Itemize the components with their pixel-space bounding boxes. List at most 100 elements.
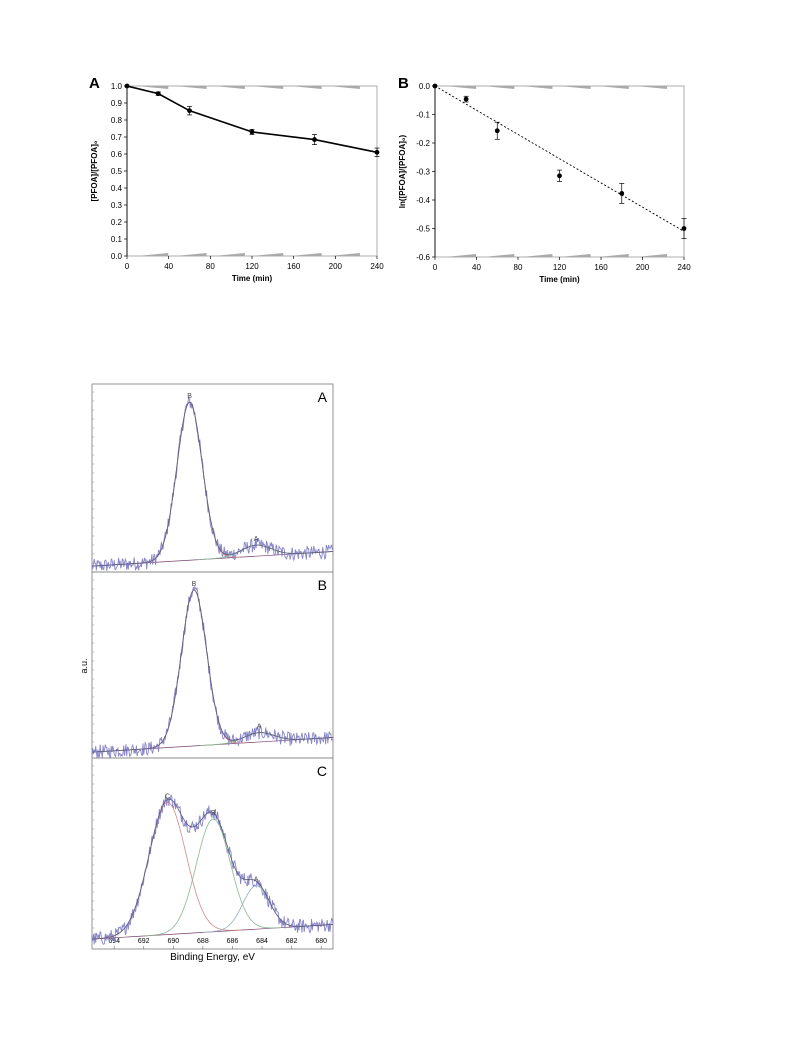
x-axis-label: Binding Energy, eV (170, 952, 255, 963)
panel-label-b: B (398, 75, 409, 92)
data-point (494, 128, 500, 134)
x-tick-label: 682 (286, 938, 298, 945)
x-tick-label: 240 (370, 262, 384, 271)
y-tick-label: 0.0 (111, 252, 123, 261)
data-point (463, 96, 469, 102)
x-axis-label: Time (min) (232, 274, 273, 283)
x-tick-label: 120 (245, 262, 259, 271)
peak-label: A (257, 724, 262, 731)
y-axis-label: ln([PFOA]/[PFOA]₀) (398, 134, 407, 208)
x-tick-label: 0 (433, 263, 438, 272)
peak-label: B (187, 393, 192, 400)
raw-spectrum-line (91, 585, 334, 759)
data-point (124, 83, 130, 89)
x-tick-label: 40 (472, 263, 481, 272)
top-border-wedge (635, 86, 667, 89)
top-border-wedge (290, 86, 322, 89)
data-point (187, 108, 192, 114)
kinetic-chart-b: 0 40 80 120 160 200 240 0.0 -0.1 -0.2 -0.3 -0.4 -0.5… (398, 82, 691, 284)
y-tick-label: -0.1 (416, 111, 430, 120)
top-border-wedge (175, 86, 207, 89)
component-peak-curve (139, 401, 240, 564)
data-point (619, 191, 625, 196)
x-axis-label: Time (min) (539, 275, 580, 284)
y-tick-label: 0.3 (111, 201, 123, 210)
xps-subpanel-a: A B A (91, 389, 334, 571)
y-tick-label: 0.5 (111, 167, 123, 176)
x-tick-label: 688 (197, 938, 209, 945)
bottom-border-wedge (445, 254, 477, 257)
top-border-wedge (483, 86, 515, 89)
top-border-wedge (137, 86, 169, 89)
component-peak-curve (202, 885, 310, 933)
bottom-border-wedge (521, 254, 553, 257)
data-point (557, 173, 562, 179)
bottom-border-wedge (483, 254, 515, 257)
linear-fit-line (434, 85, 685, 232)
envelope-fit-line (92, 798, 333, 940)
data-point (432, 83, 438, 89)
data-point (155, 91, 161, 97)
top-border-wedge (597, 86, 629, 89)
y-axis-label: a.u. (79, 658, 89, 673)
x-tick-label: 240 (677, 263, 691, 272)
bottom-border-wedge (328, 253, 360, 256)
envelope-fit-line (92, 401, 333, 567)
raw-spectrum-line (91, 396, 334, 571)
x-tick-label: 686 (227, 938, 239, 945)
component-peak-curve (143, 589, 245, 750)
y-tick-label: 0.7 (111, 133, 123, 142)
y-tick-label: -0.3 (416, 168, 430, 177)
bottom-border-wedge (290, 253, 322, 256)
top-border-wedge (445, 86, 477, 89)
y-tick-label: 0.8 (111, 116, 123, 125)
bottom-border-wedge (175, 253, 207, 256)
subpanel-label: C (317, 763, 327, 779)
peak-label: B (211, 810, 216, 817)
bottom-border-wedge (597, 254, 629, 257)
top-border-wedge (213, 86, 245, 89)
peak-label: A (254, 877, 259, 884)
bottom-border-wedge (137, 253, 169, 256)
xps-subpanel-b: B B A (91, 577, 334, 759)
component-peak-curve (145, 818, 282, 937)
kinetic-chart-a: 0 40 80 120 160 200 240 0.0 0.1 0.2 0.3 0.4 0.5 0.6 0.… (90, 82, 384, 283)
subpanel-label: B (318, 577, 327, 593)
bottom-border-wedge (252, 253, 284, 256)
data-point (374, 149, 380, 155)
series-line (126, 85, 378, 154)
x-tick-label: 160 (287, 262, 301, 271)
peak-label: B (192, 581, 197, 588)
y-tick-label: 0.0 (419, 82, 431, 91)
x-tick-label: 690 (167, 938, 179, 945)
plot-frame (126, 85, 378, 257)
x-tick-label: 80 (206, 262, 215, 271)
peak-label: C (165, 794, 170, 801)
x-tick-label: 680 (315, 938, 327, 945)
x-tick-label: 40 (164, 262, 173, 271)
spectra-frame (91, 383, 334, 950)
x-tick-label: 200 (636, 263, 650, 272)
x-tick-label: 692 (138, 938, 150, 945)
xps-subpanel-c: C C B A (91, 763, 334, 945)
data-point (312, 137, 317, 142)
y-tick-label: 0.6 (111, 150, 123, 159)
y-tick-label: 1.0 (111, 82, 123, 91)
y-tick-label: 0.2 (111, 218, 123, 227)
top-border-wedge (521, 86, 553, 89)
x-tick-label: 160 (594, 263, 608, 272)
x-tick-label: 80 (514, 263, 523, 272)
x-tick-label: 120 (553, 263, 567, 272)
top-border-wedge (252, 86, 284, 89)
x-tick-label: 684 (256, 938, 268, 945)
panel-label-a: A (89, 75, 100, 92)
x-tick-label: 0 (125, 262, 130, 271)
y-tick-label: 0.1 (111, 235, 123, 244)
y-tick-label: 0.9 (111, 99, 123, 108)
bottom-border-wedge (635, 254, 667, 257)
data-point (249, 129, 255, 135)
y-tick-label: -0.5 (416, 225, 430, 234)
bottom-border-wedge (559, 254, 591, 257)
